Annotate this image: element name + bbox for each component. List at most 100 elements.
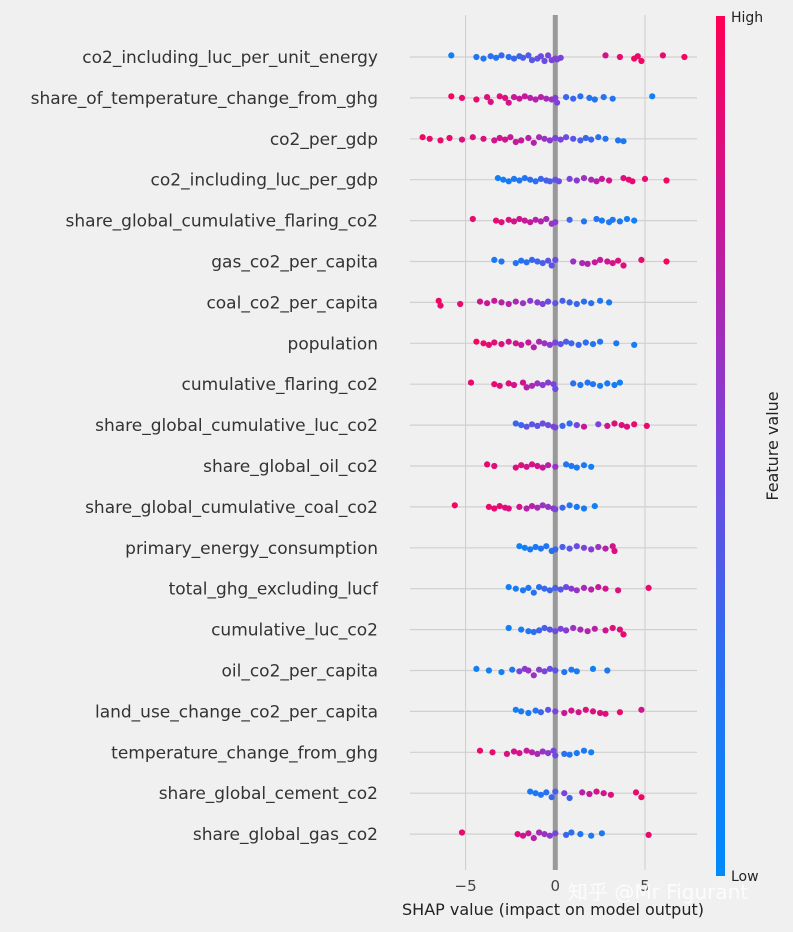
shap-point bbox=[546, 832, 554, 839]
shap-point bbox=[448, 52, 455, 59]
shap-point bbox=[570, 95, 577, 102]
shap-point bbox=[638, 706, 645, 713]
shap-point bbox=[559, 422, 566, 429]
shap-point bbox=[539, 748, 546, 755]
shap-point bbox=[566, 794, 573, 802]
shap-point bbox=[516, 503, 523, 510]
shap-point bbox=[588, 546, 595, 553]
shap-point bbox=[523, 423, 530, 430]
shap-point bbox=[473, 96, 480, 103]
shap-point bbox=[580, 505, 588, 512]
shap-point bbox=[568, 666, 575, 673]
shap-point bbox=[543, 95, 550, 102]
shap-point bbox=[604, 422, 611, 429]
shap-point bbox=[536, 666, 543, 673]
shap-point bbox=[546, 626, 554, 633]
shap-point bbox=[487, 98, 494, 105]
shap-point bbox=[563, 831, 570, 839]
feature-label: share_global_oil_co2 bbox=[203, 457, 378, 477]
shap-point bbox=[557, 341, 564, 348]
shap-point bbox=[537, 218, 545, 225]
shap-point bbox=[512, 420, 519, 427]
shap-point bbox=[649, 93, 656, 100]
shap-point bbox=[469, 134, 476, 141]
shap-point bbox=[527, 788, 534, 795]
shap-point bbox=[484, 461, 491, 468]
shap-point bbox=[555, 178, 563, 185]
shap-point bbox=[570, 624, 577, 632]
shap-point bbox=[600, 94, 607, 101]
shap-point bbox=[597, 256, 604, 263]
shap-point bbox=[573, 543, 580, 550]
shap-point bbox=[539, 420, 546, 427]
shap-point bbox=[525, 830, 532, 837]
shap-point bbox=[552, 584, 559, 592]
shap-point bbox=[473, 338, 480, 345]
shap-point bbox=[591, 503, 598, 510]
colorbar: High Low Feature value bbox=[716, 10, 782, 885]
feature-label: cumulative_flaring_co2 bbox=[182, 375, 378, 395]
shap-point bbox=[577, 831, 584, 838]
shap-point bbox=[505, 338, 512, 345]
shap-point bbox=[514, 831, 521, 838]
shap-point bbox=[530, 139, 537, 146]
shap-point bbox=[568, 829, 575, 836]
shap-point bbox=[591, 625, 598, 632]
shap-point bbox=[491, 505, 498, 512]
feature-label: co2_per_gdp bbox=[270, 130, 378, 150]
shap-point bbox=[597, 382, 604, 389]
shap-point bbox=[620, 262, 627, 269]
shap-point bbox=[545, 462, 552, 469]
shap-point bbox=[577, 93, 584, 100]
shap-point bbox=[502, 94, 509, 101]
shap-point bbox=[521, 93, 528, 100]
shap-point bbox=[534, 380, 541, 387]
shap-point bbox=[505, 53, 512, 61]
shap-point bbox=[491, 381, 498, 388]
shap-point bbox=[512, 340, 519, 347]
shap-point bbox=[550, 747, 557, 754]
shap-point bbox=[545, 379, 552, 386]
shap-point bbox=[519, 300, 527, 307]
shap-point bbox=[584, 628, 591, 635]
shap-point bbox=[563, 627, 570, 634]
shap-point bbox=[602, 627, 609, 634]
shap-point bbox=[629, 178, 636, 185]
shap-point bbox=[537, 53, 545, 60]
shap-point bbox=[550, 381, 557, 388]
shap-point bbox=[519, 379, 527, 386]
shap-point bbox=[588, 749, 595, 756]
shap-point bbox=[563, 584, 570, 591]
shap-point bbox=[557, 625, 564, 632]
shap-point bbox=[584, 260, 591, 267]
shap-point bbox=[534, 258, 541, 265]
feature-label: share_of_temperature_change_from_ghg bbox=[31, 89, 378, 109]
shap-point bbox=[493, 217, 500, 224]
shap-point bbox=[521, 217, 528, 224]
shap-point bbox=[611, 547, 618, 555]
shap-point bbox=[528, 382, 536, 389]
shap-point bbox=[580, 584, 588, 592]
shap-point bbox=[613, 340, 620, 347]
shap-point bbox=[606, 177, 613, 184]
shap-point bbox=[573, 587, 580, 594]
shap-point bbox=[458, 829, 466, 836]
shap-point bbox=[577, 626, 584, 633]
shap-point bbox=[681, 53, 688, 61]
shap-point bbox=[541, 340, 548, 347]
shap-point bbox=[527, 297, 534, 304]
shap-point bbox=[561, 669, 568, 676]
shap-point bbox=[446, 134, 453, 142]
shap-point bbox=[537, 791, 545, 798]
shap-point bbox=[570, 135, 577, 142]
shap-point bbox=[580, 218, 588, 225]
shap-point bbox=[527, 546, 534, 553]
shap-point bbox=[505, 300, 512, 308]
feature-label: share_global_cumulative_luc_co2 bbox=[95, 416, 378, 436]
shap-point bbox=[536, 134, 543, 141]
shap-point bbox=[518, 341, 525, 348]
shap-point bbox=[588, 136, 595, 143]
shap-point bbox=[638, 57, 645, 65]
shap-point bbox=[582, 706, 589, 713]
shap-point bbox=[543, 789, 550, 796]
